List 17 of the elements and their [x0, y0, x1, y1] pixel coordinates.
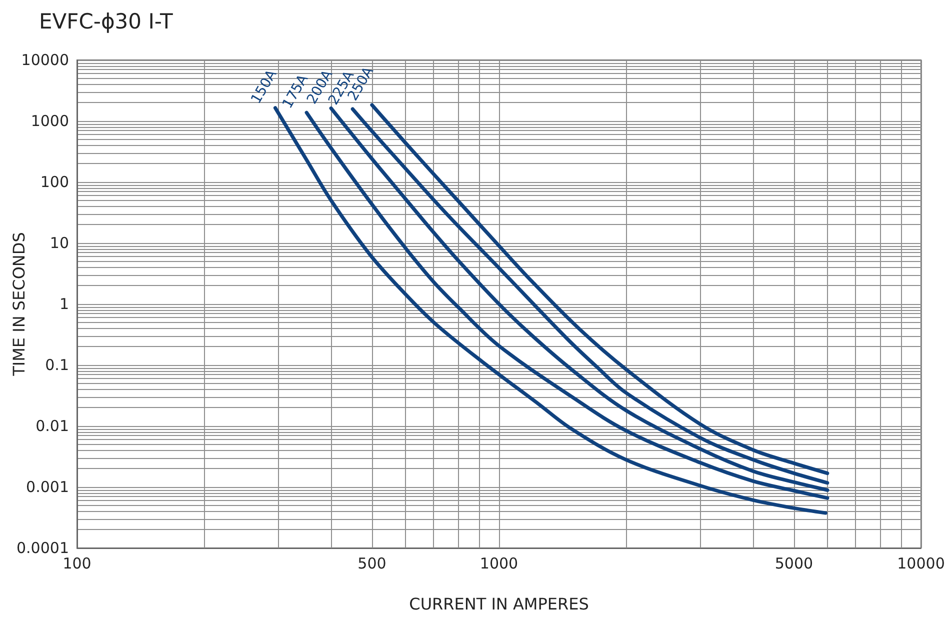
y-tick-label: 0.01 [36, 417, 69, 435]
x-axis-title: CURRENT IN AMPERES [409, 594, 589, 614]
y-tick-label: 0.1 [45, 356, 69, 374]
x-tick-label: 1000 [480, 554, 518, 572]
y-axis-title: TIME IN SECONDS [10, 232, 28, 377]
x-tick-label: 500 [358, 554, 386, 572]
y-tick-label: 0.0001 [16, 539, 69, 557]
y-tick-label: 10 [50, 234, 69, 252]
y-tick-label: 100 [40, 173, 69, 191]
y-tick-label: 1 [59, 295, 69, 313]
x-tick-label: 10000 [897, 554, 945, 572]
y-tick-label: 10000 [21, 51, 69, 69]
x-tick-label: 100 [62, 554, 92, 572]
y-tick-label: 0.001 [26, 478, 69, 496]
x-tick-label: 5000 [774, 554, 814, 572]
chart-title: EVFC-ϕ30 I-T [39, 10, 174, 34]
y-tick-label: 1000 [30, 112, 69, 130]
